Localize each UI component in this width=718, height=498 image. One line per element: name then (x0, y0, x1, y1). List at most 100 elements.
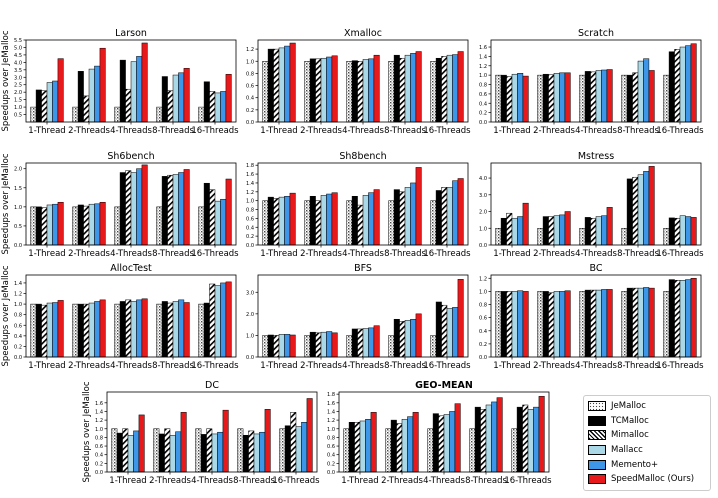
legend-swatch (588, 401, 606, 412)
bar-speedmalloc-ours-2-threads (180, 412, 187, 473)
bar-memento-1-thread (517, 73, 524, 123)
bar-jemalloc-2-threads (72, 206, 79, 246)
y-tick-label: 1.0 (479, 73, 487, 79)
bar-tcmalloc-2-threads (77, 303, 84, 358)
bar-jemalloc-2-threads (537, 228, 544, 246)
x-tick-label: 16-Threads (656, 126, 704, 136)
legend-entry: SpeedMalloc (Ours) (588, 472, 706, 487)
bar-jemalloc-4-threads (346, 200, 353, 246)
bar-tcmalloc-1-thread (267, 196, 274, 246)
chart-panel-sh8bench: Sh8bench 0.0 0.2 0.4 0.6 0.8 1.0 1.2 1.4 1.6 1.8 1-… (246, 151, 471, 259)
bar-mallacc-8-threads (485, 404, 492, 473)
y-tick-label: 0.8 (479, 303, 487, 309)
bar-speedmalloc-ours-4-threads (373, 189, 380, 246)
bar-jemalloc-2-threads (304, 61, 311, 123)
bar-jemalloc-1-thread (262, 335, 269, 358)
bar-speedmalloc-ours-2-threads (99, 202, 106, 246)
bar-mallacc-4-threads (362, 328, 369, 358)
bar-jemalloc-4-threads (114, 106, 121, 123)
bar-mimalloc-8-threads (167, 302, 174, 358)
bar-memento-16-threads (533, 406, 540, 473)
bar-tcmalloc-2-threads (390, 419, 397, 473)
y-tick-label: 1.5 (14, 186, 22, 192)
bar-mallacc-8-threads (637, 174, 644, 246)
bar-memento-2-threads (326, 56, 333, 123)
bar-memento-1-thread (517, 216, 524, 246)
y-tick-label: 0.0 (479, 243, 487, 249)
y-tick-label: 0.2 (479, 342, 487, 348)
x-tick-label: 8-Threads (384, 249, 426, 259)
bar-speedmalloc-ours-16-threads (225, 74, 232, 123)
chart-panel-sh6bench: Sh6bench 0.0 0.5 1.0 1.5 2.0 1-Thread 2-Threads… (1, 151, 239, 259)
bar-mallacc-1-thread (511, 217, 518, 246)
bar-mimalloc-1-thread (41, 207, 48, 246)
bar-memento-1-thread (52, 302, 59, 358)
legend-entry: Mimalloc (588, 428, 706, 443)
bar-mimalloc-1-thread (273, 48, 280, 123)
bar-mallacc-2-threads (401, 418, 408, 473)
bar-memento-16-threads (452, 307, 459, 358)
y-tick-label: 0.4 (14, 334, 22, 340)
legend-label: Memento+ (611, 459, 659, 470)
bar-memento-2-threads (94, 301, 101, 358)
bar-mallacc-8-threads (172, 301, 179, 358)
bar-tcmalloc-8-threads (626, 178, 633, 246)
bar-memento-2-threads (559, 214, 566, 246)
bar-speedmalloc-ours-1-thread (289, 334, 296, 358)
bar-mimalloc-4-threads (590, 289, 597, 358)
bar-jemalloc-8-threads (156, 206, 163, 246)
bar-jemalloc-1-thread (262, 61, 269, 123)
y-tick-label: 1.6 (479, 45, 487, 51)
bar-jemalloc-1-thread (111, 428, 118, 473)
x-tick-label: 8-Threads (152, 249, 194, 259)
bar-memento-4-threads (136, 168, 143, 246)
bar-mimalloc-2-threads (83, 95, 90, 123)
x-tick-label: 1-Thread (493, 361, 530, 371)
bar-mimalloc-16-threads (209, 91, 216, 123)
bar-jemalloc-2-threads (72, 303, 79, 358)
bar-mimalloc-2-threads (83, 303, 90, 358)
bar-memento-16-threads (220, 198, 227, 246)
y-tick-label: 1.2 (327, 418, 335, 424)
bar-mallacc-4-threads (130, 172, 137, 246)
bar-jemalloc-8-threads (237, 428, 244, 473)
chart-title: DC (205, 380, 219, 391)
legend-swatch (588, 459, 606, 470)
y-tick-label: 0.2 (14, 344, 22, 350)
y-tick-label: 0.2 (246, 234, 254, 240)
bar-tcmalloc-8-threads (393, 189, 400, 246)
axes-frame (338, 391, 550, 473)
x-tick-label: 1-Thread (493, 249, 530, 259)
y-tick-label: 1.0 (95, 427, 103, 433)
x-tick-label: 4-Threads (342, 126, 384, 136)
bar-speedmalloc-ours-1-thread (138, 414, 145, 473)
bar-tcmalloc-4-threads (584, 71, 591, 123)
y-tick-label: 2.0 (479, 210, 487, 216)
y-tick-label: 2.0 (246, 312, 254, 318)
y-tick-label: 1.5 (14, 98, 22, 104)
bar-memento-8-threads (178, 299, 185, 358)
bar-tcmalloc-8-threads (393, 54, 400, 123)
bar-tcmalloc-16-threads (435, 301, 442, 358)
bar-tcmalloc-8-threads (393, 318, 400, 358)
x-tick-label: 8-Threads (617, 126, 659, 136)
bar-mimalloc-16-threads (290, 412, 297, 473)
bar-speedmalloc-ours-8-threads (496, 397, 503, 473)
bar-mallacc-16-threads (679, 46, 686, 123)
x-tick-label: 4-Threads (110, 126, 152, 136)
bar-mimalloc-4-threads (206, 428, 213, 473)
bar-jemalloc-1-thread (262, 200, 269, 246)
bar-speedmalloc-ours-16-threads (306, 398, 313, 473)
bar-memento-16-threads (220, 91, 227, 123)
y-tick-label: 0.8 (14, 313, 22, 319)
bar-mimalloc-8-threads (399, 321, 406, 358)
bar-mallacc-1-thread (46, 82, 53, 123)
y-tick-label: 0.8 (246, 71, 254, 77)
bar-speedmalloc-ours-16-threads (225, 178, 232, 246)
bar-memento-2-threads (326, 193, 333, 246)
bar-tcmalloc-4-threads (351, 195, 358, 246)
bar-tcmalloc-2-threads (542, 73, 549, 123)
bar-memento-1-thread (284, 334, 291, 358)
chart-title: BC (590, 263, 603, 274)
